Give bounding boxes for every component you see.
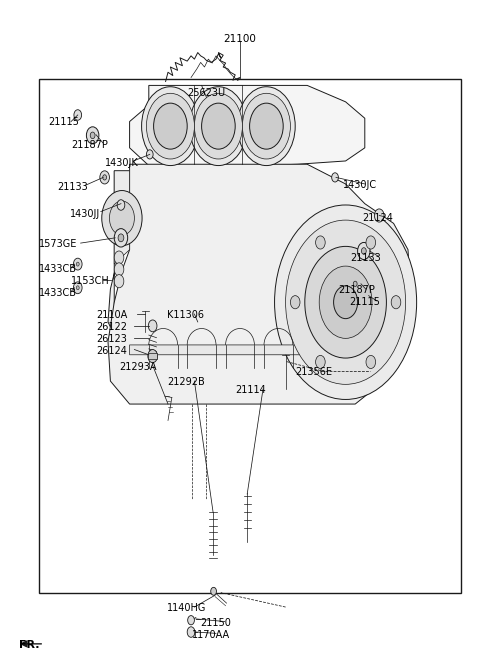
Circle shape	[358, 242, 370, 260]
Text: 21124: 21124	[362, 213, 393, 223]
Circle shape	[391, 296, 401, 309]
Circle shape	[194, 93, 242, 159]
Circle shape	[148, 350, 157, 363]
Text: 1153CH: 1153CH	[71, 276, 110, 286]
Circle shape	[275, 205, 417, 399]
Text: 1433CB: 1433CB	[39, 264, 77, 275]
Polygon shape	[108, 164, 410, 404]
Circle shape	[349, 276, 361, 292]
Circle shape	[154, 103, 187, 149]
Circle shape	[202, 103, 235, 149]
Circle shape	[334, 286, 358, 319]
Polygon shape	[114, 171, 130, 264]
Circle shape	[73, 282, 82, 294]
Circle shape	[86, 127, 99, 144]
Circle shape	[76, 286, 79, 290]
Circle shape	[187, 627, 195, 637]
Circle shape	[114, 251, 124, 264]
Circle shape	[190, 87, 247, 166]
Circle shape	[361, 248, 366, 254]
Circle shape	[238, 87, 295, 166]
Text: 26123: 26123	[96, 334, 127, 344]
Text: 21292B: 21292B	[167, 377, 205, 388]
Text: K11306: K11306	[167, 310, 204, 321]
Circle shape	[73, 258, 82, 270]
Polygon shape	[108, 171, 130, 384]
Circle shape	[305, 246, 386, 358]
Circle shape	[114, 229, 128, 247]
Circle shape	[360, 292, 368, 302]
Text: 21133: 21133	[58, 182, 88, 193]
Circle shape	[315, 236, 325, 249]
Circle shape	[118, 234, 124, 242]
Text: 1170AA: 1170AA	[192, 629, 230, 640]
Circle shape	[142, 87, 199, 166]
Polygon shape	[130, 345, 350, 355]
Text: 25623U: 25623U	[187, 88, 226, 99]
Circle shape	[290, 296, 300, 309]
Circle shape	[242, 93, 290, 159]
Circle shape	[319, 266, 372, 338]
Text: 26124: 26124	[96, 346, 127, 356]
Circle shape	[332, 173, 338, 182]
Circle shape	[146, 150, 153, 159]
Circle shape	[353, 281, 357, 286]
Text: 21114: 21114	[235, 385, 266, 396]
Text: 21187P: 21187P	[338, 285, 375, 296]
Text: 21115: 21115	[349, 297, 380, 307]
Polygon shape	[130, 85, 365, 166]
Bar	[148, 353, 157, 359]
Circle shape	[117, 200, 125, 210]
Text: 1573GE: 1573GE	[39, 239, 78, 250]
Circle shape	[100, 171, 109, 184]
Circle shape	[146, 93, 194, 159]
Circle shape	[103, 175, 107, 180]
Text: FR.: FR.	[19, 640, 40, 650]
Text: 2110A: 2110A	[96, 310, 127, 321]
Text: 21356E: 21356E	[295, 367, 332, 377]
Text: 21187P: 21187P	[71, 139, 108, 150]
Text: 1140HG: 1140HG	[167, 603, 206, 614]
Circle shape	[366, 236, 375, 249]
Circle shape	[148, 320, 157, 332]
Circle shape	[286, 220, 406, 384]
Text: 21133: 21133	[350, 252, 381, 263]
Circle shape	[250, 103, 283, 149]
Circle shape	[76, 262, 79, 266]
Circle shape	[90, 132, 95, 139]
Text: 1430JK: 1430JK	[105, 158, 138, 168]
Text: 21115: 21115	[48, 116, 79, 127]
Circle shape	[366, 355, 375, 369]
Bar	[39, 79, 461, 593]
Circle shape	[188, 616, 194, 625]
Text: 21150: 21150	[201, 618, 231, 628]
Circle shape	[114, 263, 124, 276]
Circle shape	[102, 191, 142, 246]
Text: 21293A: 21293A	[119, 361, 156, 372]
Circle shape	[114, 275, 124, 288]
Circle shape	[315, 355, 325, 369]
Circle shape	[74, 110, 82, 120]
Text: 1430JC: 1430JC	[343, 180, 377, 191]
Circle shape	[211, 587, 216, 595]
Text: 1433CB: 1433CB	[39, 288, 77, 298]
Circle shape	[109, 201, 134, 235]
Text: 21100: 21100	[224, 34, 256, 45]
Text: 1430JJ: 1430JJ	[70, 208, 100, 219]
Circle shape	[374, 209, 384, 222]
Text: 26122: 26122	[96, 322, 127, 332]
